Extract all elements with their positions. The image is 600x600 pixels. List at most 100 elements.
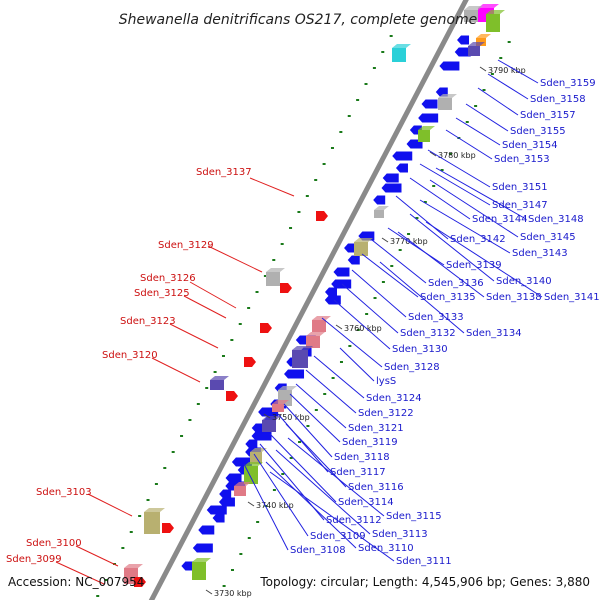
gene-label-left[interactable]: Sden_3125: [134, 288, 190, 299]
feature-box[interactable]: [486, 14, 500, 32]
gene-forward-arrow[interactable]: [457, 35, 470, 45]
gene-label-right[interactable]: Sden_3132: [400, 328, 456, 339]
gene-label-right[interactable]: Sden_3117: [330, 467, 386, 478]
gene-label-right[interactable]: Sden_3135: [420, 292, 476, 303]
gene-label-right[interactable]: Sden_3144: [472, 214, 528, 225]
gene-forward-arrow[interactable]: [284, 369, 305, 379]
gene-label-right[interactable]: Sden_3141: [544, 292, 600, 303]
gene-forward-arrow[interactable]: [382, 173, 399, 183]
feature-box[interactable]: [266, 272, 280, 286]
gene-forward-arrow[interactable]: [251, 431, 272, 441]
gene-forward-arrow[interactable]: [225, 473, 242, 483]
feature-box[interactable]: [272, 404, 284, 412]
feature-box[interactable]: [192, 562, 206, 580]
feature-box[interactable]: [418, 130, 430, 142]
gene-label-left[interactable]: Sden_3103: [36, 487, 92, 498]
feature-box[interactable]: [392, 48, 406, 62]
gene-forward-arrow[interactable]: [381, 183, 402, 193]
right-gene-labels[interactable]: Sden_3159 Sden_3158 Sden_3157 Sden_3155 Sden…: [290, 78, 600, 567]
gene-reverse-arrow[interactable]: [260, 323, 272, 333]
gene-forward-arrow[interactable]: [331, 279, 352, 289]
gene-reverse-arrow[interactable]: [316, 211, 328, 221]
gene-label-right[interactable]: Sden_3113: [372, 529, 428, 540]
feature-box[interactable]: [306, 336, 320, 348]
gene-forward-arrow[interactable]: [324, 287, 337, 297]
feature-box[interactable]: [438, 98, 452, 110]
gene-label-left[interactable]: Sden_3099: [6, 554, 62, 565]
gene-label-right[interactable]: Sden_3134: [466, 328, 522, 339]
gene-forward-arrow[interactable]: [206, 505, 227, 515]
gene-label-right[interactable]: Sden_3109: [310, 531, 366, 542]
feature-box[interactable]: [374, 210, 384, 218]
gene-reverse-arrow[interactable]: [280, 283, 292, 293]
gene-label-right[interactable]: Sden_3116: [348, 482, 404, 493]
gene-forward-arrow[interactable]: [198, 525, 215, 535]
gene-forward-arrow[interactable]: [245, 439, 258, 449]
gene-forward-arrow[interactable]: [392, 151, 413, 161]
gene-label-right[interactable]: Sden_3157: [520, 110, 576, 121]
gene-label-right[interactable]: Sden_3128: [384, 362, 440, 373]
gene-forward-arrow[interactable]: [373, 195, 386, 205]
feature-box[interactable]: [354, 242, 368, 256]
gene-label-right[interactable]: Sden_3122: [358, 408, 414, 419]
gene-label-right[interactable]: Sden_3118: [334, 452, 390, 463]
feature-box[interactable]: [312, 320, 326, 332]
feature-box[interactable]: [234, 486, 246, 496]
gene-label-right[interactable]: Sden_3139: [446, 260, 502, 271]
gene-reverse-arrow[interactable]: [226, 391, 238, 401]
gene-label-left[interactable]: Sden_3123: [120, 316, 176, 327]
gene-label-right[interactable]: Sden_3133: [408, 312, 464, 323]
gene-label-right[interactable]: Sden_3119: [342, 437, 398, 448]
gene-label-right[interactable]: Sden_3110: [358, 543, 414, 554]
gene-forward-arrow[interactable]: [192, 543, 213, 553]
gene-label-right[interactable]: Sden_3112: [326, 515, 382, 526]
gene-label-right[interactable]: Sden_3115: [386, 511, 442, 522]
gene-reverse-arrow[interactable]: [134, 577, 146, 587]
gene-label-right[interactable]: lysS: [376, 376, 396, 387]
gene-label-right[interactable]: Sden_3142: [450, 234, 506, 245]
gene-label-left[interactable]: Sden_3120: [102, 350, 158, 361]
gene-label-right[interactable]: Sden_3121: [348, 423, 404, 434]
gene-label-left[interactable]: Sden_3137: [196, 167, 252, 178]
gene-forward-arrow[interactable]: [219, 489, 232, 499]
gene-label-right[interactable]: Sden_3153: [494, 154, 550, 165]
gene-forward-arrow[interactable]: [333, 267, 350, 277]
left-gene-labels[interactable]: Sden_3137 Sden_3129 Sden_3126 Sden_3125 Sden…: [6, 167, 252, 565]
gene-forward-arrow[interactable]: [347, 255, 360, 265]
gene-forward-arrow[interactable]: [181, 561, 194, 571]
gene-label-right[interactable]: Sden_3155: [510, 126, 566, 137]
gene-label-right[interactable]: Sden_3151: [492, 182, 548, 193]
gene-label-left[interactable]: Sden_3129: [158, 240, 214, 251]
gene-label-left[interactable]: Sden_3100: [26, 538, 82, 549]
feature-box[interactable]: [210, 380, 224, 390]
feature-box[interactable]: [262, 420, 276, 432]
gene-forward-arrow[interactable]: [324, 295, 341, 305]
feature-box[interactable]: [144, 512, 160, 534]
gene-label-right[interactable]: Sden_3108: [290, 545, 346, 556]
gene-label-right[interactable]: Sden_3114: [338, 497, 394, 508]
gene-label-right[interactable]: Sden_3124: [366, 393, 422, 404]
gene-forward-arrow[interactable]: [418, 113, 439, 123]
gene-reverse-arrow[interactable]: [244, 357, 256, 367]
gene-label-right[interactable]: Sden_3111: [396, 556, 452, 567]
feature-box[interactable]: [468, 46, 480, 56]
gene-label-right[interactable]: Sden_3159: [540, 78, 596, 89]
gene-label-right[interactable]: Sden_3143: [512, 248, 568, 259]
feature-box[interactable]: [292, 350, 308, 368]
gene-label-right[interactable]: Sden_3145: [520, 232, 576, 243]
gene-label-right[interactable]: Sden_3140: [496, 276, 552, 287]
gene-forward-arrow[interactable]: [454, 47, 471, 57]
gene-forward-arrow[interactable]: [395, 163, 408, 173]
gene-reverse-arrow[interactable]: [162, 523, 174, 533]
gene-label-right[interactable]: Sden_3158: [530, 94, 586, 105]
gene-forward-arrow[interactable]: [212, 513, 225, 523]
gene-forward-arrow[interactable]: [421, 99, 438, 109]
feature-box[interactable]: [464, 10, 478, 22]
gene-label-right[interactable]: Sden_3138: [486, 292, 542, 303]
gene-label-right[interactable]: Sden_3136: [428, 278, 484, 289]
gene-label-right[interactable]: Sden_3147: [492, 200, 548, 211]
gene-forward-arrow[interactable]: [439, 61, 460, 71]
gene-label-right[interactable]: Sden_3154: [502, 140, 558, 151]
gene-forward-arrow[interactable]: [218, 497, 235, 507]
gene-label-right[interactable]: Sden_3130: [392, 344, 448, 355]
